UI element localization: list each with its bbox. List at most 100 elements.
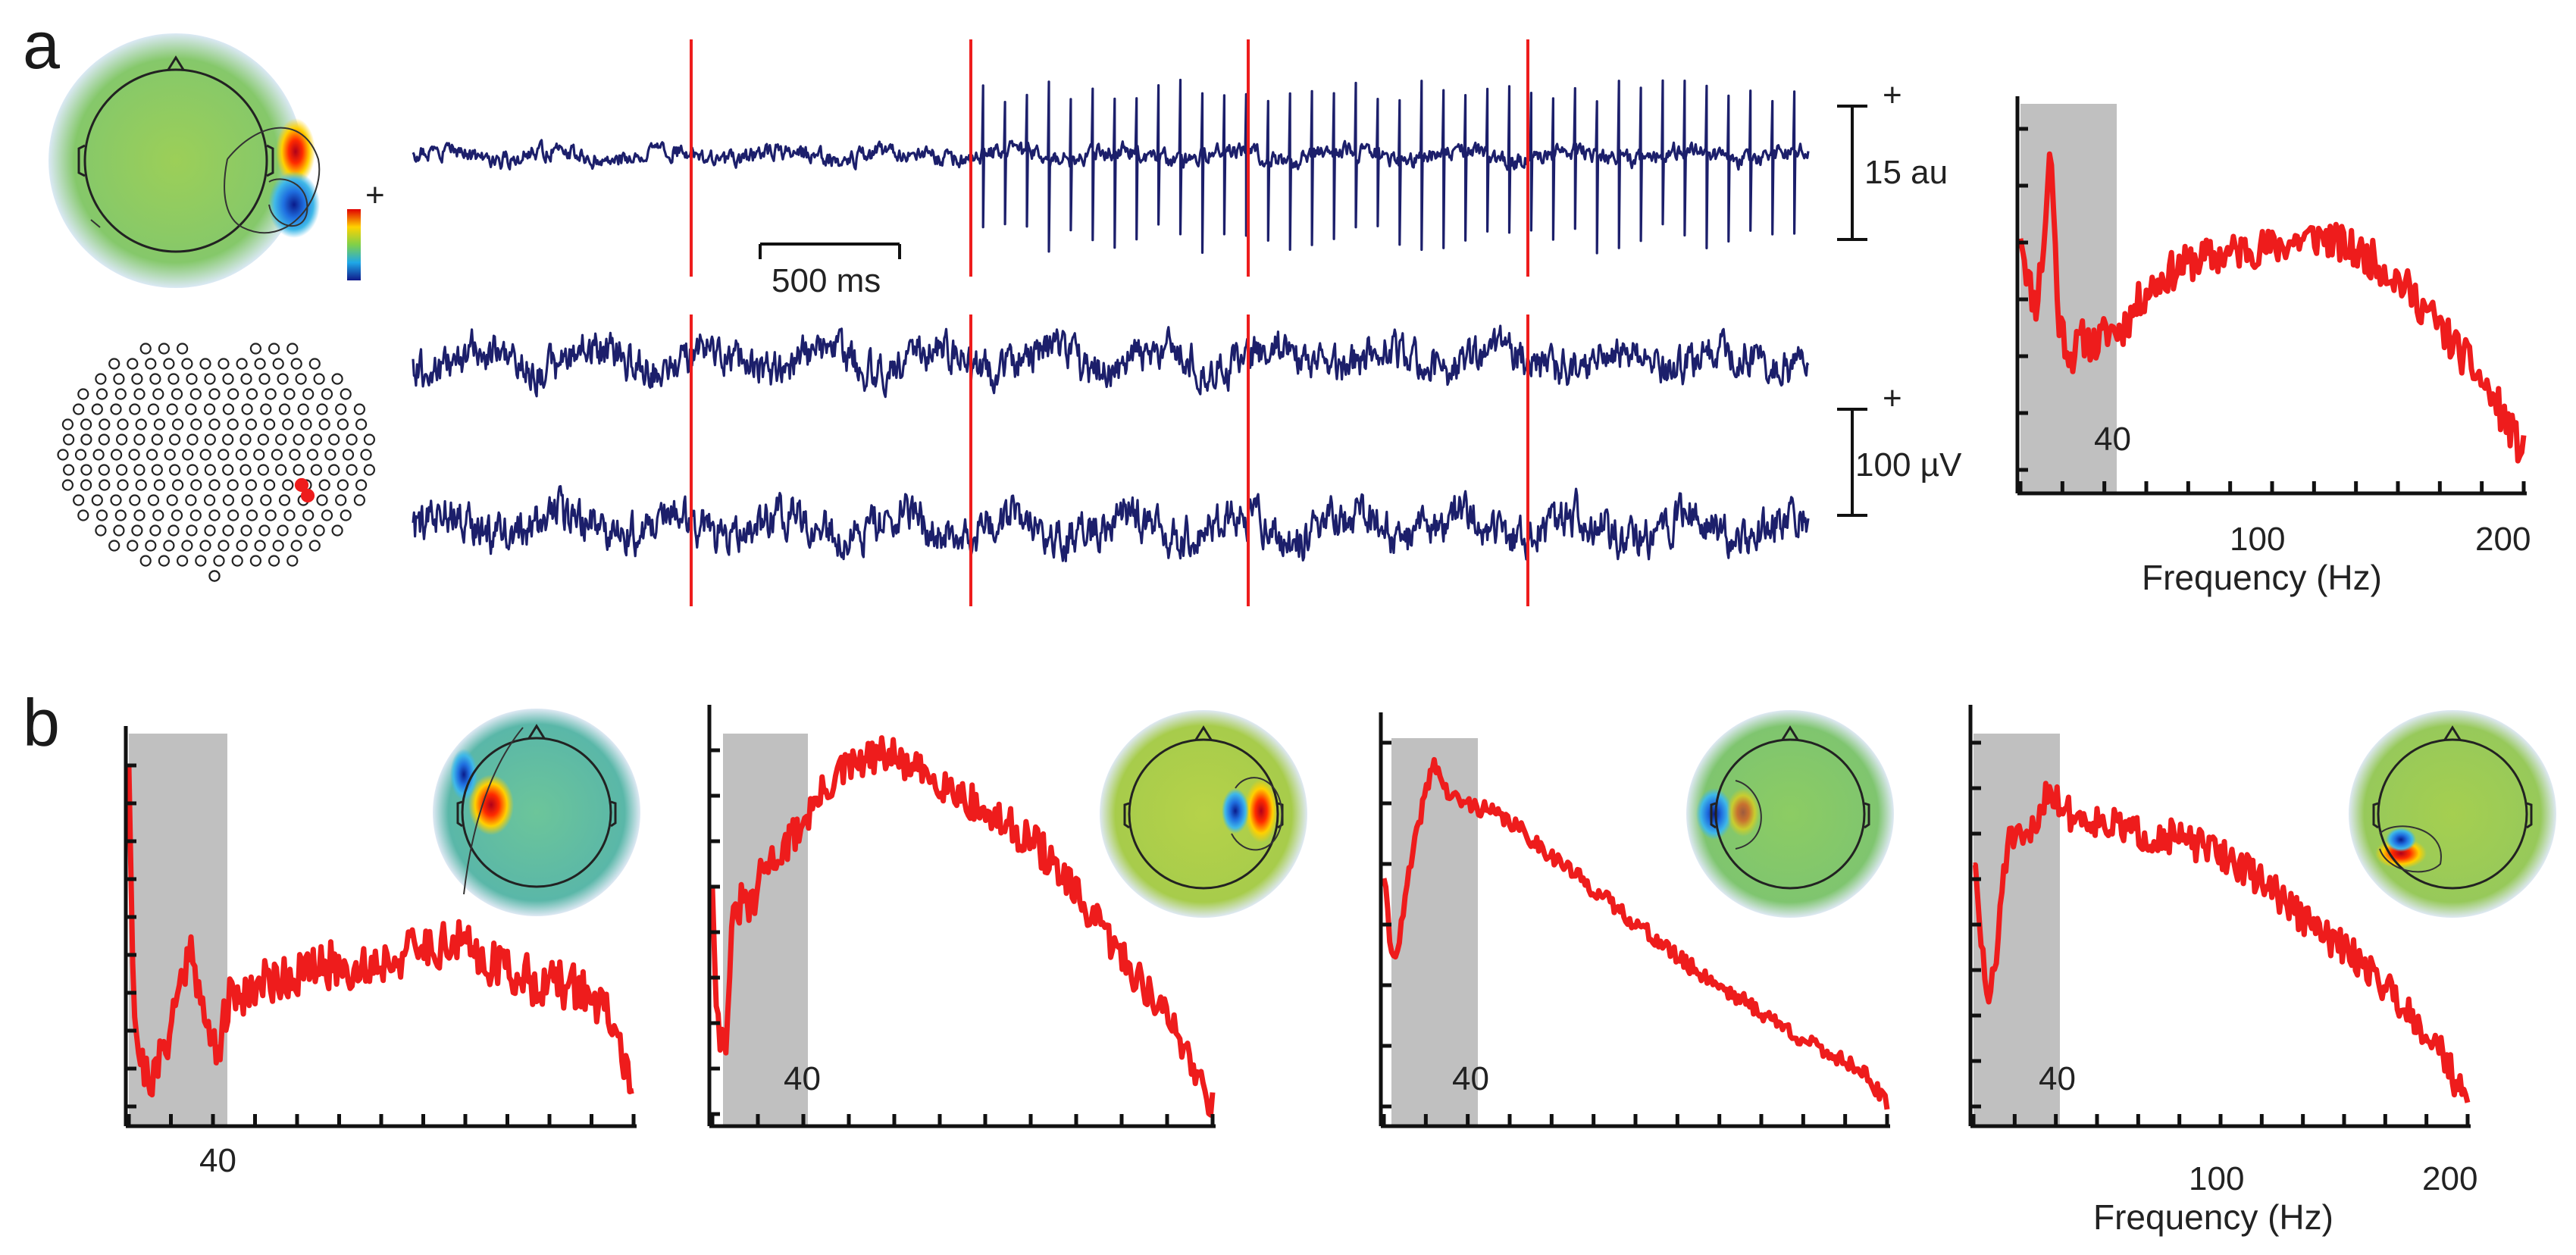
sensor-dot — [186, 524, 198, 537]
sensor-dot — [222, 524, 234, 537]
sensor-dot — [321, 509, 333, 521]
sensor-dot — [340, 388, 352, 400]
sensor-dot — [241, 403, 253, 415]
sensor-dot — [290, 358, 302, 370]
sensor-dot — [231, 555, 243, 567]
sensor-dot — [164, 449, 176, 461]
sensor-dot — [275, 433, 287, 446]
sensor-dot — [95, 388, 108, 400]
sensor-dot — [92, 449, 105, 461]
sensor-dot — [278, 494, 291, 506]
sensor-dot — [268, 555, 280, 567]
sensor-dot — [257, 433, 269, 446]
sensor-dot — [271, 449, 283, 461]
spectrum-a-tick-200: 200 — [2475, 521, 2531, 558]
sensor-dot — [135, 479, 147, 491]
sensor-dot — [264, 418, 276, 430]
spectrum-b1: 40 — [124, 726, 637, 1179]
sensor-dot — [166, 494, 178, 506]
sensor-dot — [146, 449, 158, 461]
sensor-dot — [335, 403, 347, 415]
sensor-dot — [133, 433, 146, 446]
sensor-dot — [127, 358, 139, 370]
sensor-dot — [113, 373, 125, 385]
spectrum-a-tick-100: 100 — [2230, 521, 2285, 558]
sensor-dot — [131, 373, 143, 385]
spectrum-b1-axes — [124, 726, 637, 1128]
component-scale-plus: + — [1883, 77, 1902, 114]
sensor-dot — [346, 433, 358, 446]
spectrum-a-xlabel: Frequency (Hz) — [2142, 558, 2382, 597]
sensor-dot — [108, 540, 121, 552]
spectrum-a-line — [2017, 151, 2527, 464]
sensor-dot — [208, 388, 221, 400]
topomap-b1 — [433, 709, 640, 916]
spectrum-b4-line — [1973, 781, 2471, 1103]
sensor-dot — [346, 464, 358, 476]
sensor-dot — [208, 509, 221, 521]
spectrum-a: 40 100 200 Frequency (Hz) — [2015, 96, 2531, 597]
sensor-dot — [74, 449, 87, 461]
sensor-dot — [77, 509, 89, 521]
sensor-dot — [282, 479, 294, 491]
sensor-dot — [204, 464, 216, 476]
spectrum-b2-band — [723, 734, 808, 1126]
topomap-b3 — [1686, 710, 1894, 918]
sensor-dot — [204, 373, 216, 385]
event-markers — [690, 39, 1529, 606]
sensor-dot — [293, 464, 305, 476]
sensor-dot — [222, 373, 234, 385]
sensor-dot — [199, 540, 211, 552]
sensor-dot — [245, 479, 257, 491]
spectrum-b4-tick-40: 40 — [2039, 1060, 2076, 1097]
spectrum-b4-axes — [1968, 705, 2471, 1128]
selected-sensor-dot — [294, 477, 309, 493]
sensor-dot — [114, 388, 127, 400]
sensor-dot — [158, 555, 170, 567]
sensor-dot — [246, 509, 258, 521]
sensor-dot — [167, 524, 180, 537]
sensor-dot — [249, 343, 261, 355]
sensor-dot — [129, 403, 141, 415]
sensor-dot — [264, 388, 277, 400]
sensor-dot — [72, 494, 85, 506]
sensor-dot — [227, 479, 239, 491]
sensor-dot — [172, 418, 184, 430]
sensor-dot — [172, 479, 184, 491]
sensor-dot — [295, 524, 307, 537]
sensor-dot — [260, 494, 272, 506]
sensor-dot — [328, 464, 340, 476]
sensor-dot — [151, 433, 163, 446]
sensor-dot — [254, 358, 266, 370]
sensor-dot — [260, 403, 272, 415]
sensor-dot — [145, 358, 157, 370]
sensor-dot — [240, 373, 252, 385]
sensor-dot — [57, 449, 69, 461]
sensor-dot — [80, 479, 92, 491]
sensor-dot — [335, 494, 347, 506]
sensor-dot — [239, 433, 252, 446]
sensor-dot — [336, 418, 349, 430]
sensor-dot — [129, 494, 141, 506]
sensor-dot — [152, 509, 164, 521]
sensor-dot — [363, 464, 375, 476]
sensor-dot — [91, 403, 103, 415]
sensor-dot — [190, 418, 202, 430]
sensor-dot — [249, 555, 261, 567]
sensor-dot — [254, 540, 266, 552]
sensor-dot — [293, 433, 305, 446]
sensor-dot — [80, 418, 92, 430]
component-scale-bar: + 15 au — [1837, 77, 1948, 241]
sensor-dot — [181, 358, 193, 370]
sensor-dot — [286, 343, 299, 355]
colorbar: + — [347, 177, 385, 280]
sensor-dot — [61, 418, 74, 430]
component-trace — [412, 78, 1810, 255]
sensor-dot — [169, 433, 181, 446]
sensor-dot — [253, 449, 265, 461]
sensor-dot — [236, 358, 248, 370]
sensor-dot — [268, 343, 280, 355]
sensor-dot — [289, 449, 301, 461]
sensor-dot — [116, 464, 128, 476]
